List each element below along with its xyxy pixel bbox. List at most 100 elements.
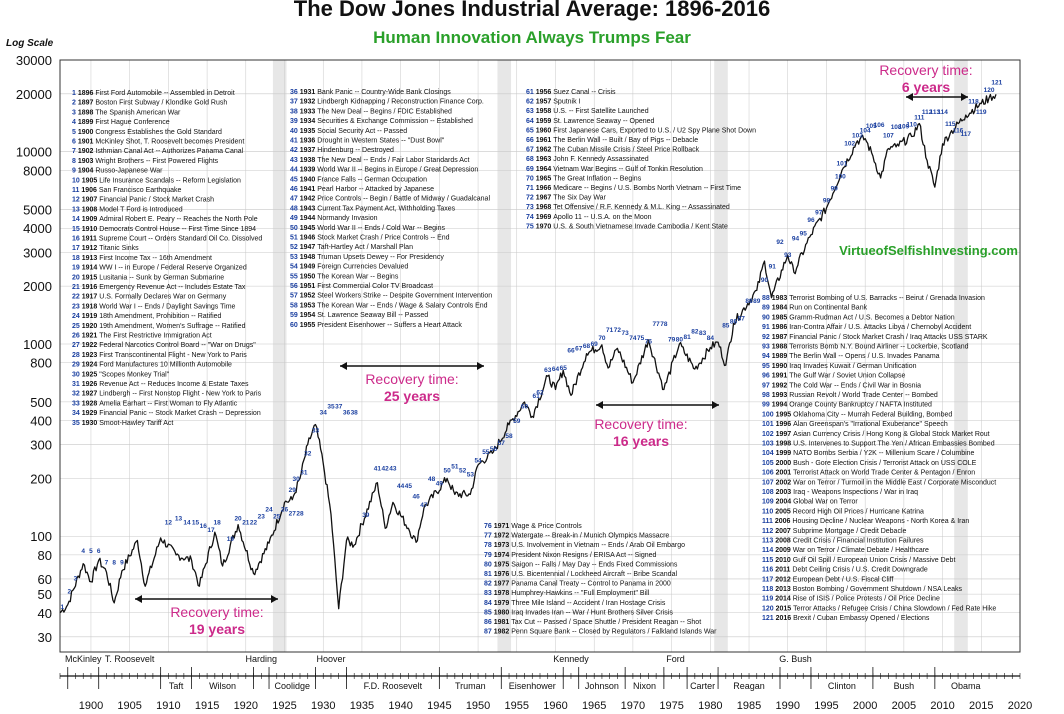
event-number-label: 9 (120, 559, 124, 566)
event-number-label: 56 (490, 446, 498, 453)
x-tick-label: 1920 (234, 700, 258, 712)
event-number-label: 82 (691, 329, 699, 336)
event-number-label: 99 (831, 185, 839, 192)
event-number-label: 28 (296, 511, 304, 518)
event-list-item: 78 1973 U.S. Involvement in Vietnam -- E… (484, 542, 685, 549)
event-number-label: 120 (984, 87, 995, 94)
arrow-head-right (271, 595, 278, 603)
event-number-label: 33 (312, 428, 320, 435)
event-number-label: 58 (505, 433, 513, 440)
president-name: Ford (666, 654, 685, 664)
event-list-item: 53 1948 Truman Upsets Dewey -- For Presi… (290, 254, 444, 261)
event-list-item: 103 1998 U.S. Intervenes to Support The … (762, 441, 995, 448)
arrow-head-left (340, 362, 347, 370)
event-list-item: 41 1936 Drought in Western States -- "Du… (290, 138, 445, 145)
dow-line (59, 93, 997, 614)
event-list-item: 106 2001 Terrorist Attack on World Trade… (762, 470, 975, 477)
event-number-label: 47 (420, 502, 428, 509)
event-list-item: 104 1999 NATO Bombs Serbia / Y2K -- Mill… (762, 450, 975, 457)
y-tick-label: 40 (38, 606, 52, 621)
event-number-label: 46 (413, 493, 421, 500)
event-list-item: 110 2005 Record High Oil Prices / Hurric… (762, 508, 924, 515)
event-number-label: 83 (699, 330, 707, 337)
event-number-label: 32 (304, 451, 312, 458)
y-tick-label: 3000 (23, 245, 52, 260)
event-list-item: 29 1924 Ford Manufactures 10 Millionth A… (72, 362, 232, 369)
event-list-item: 8 1903 Wright Brothers -- First Powered … (72, 158, 219, 165)
recovery-bands (272, 60, 968, 652)
event-number-label: 68 (583, 343, 591, 350)
president-name: McKinley (65, 654, 102, 664)
event-list-item: 38 1933 The New Deal -- Begins / FDIC Es… (290, 108, 452, 115)
event-list-item: 62 1957 Sputnik I (526, 99, 581, 106)
president-name: Coolidge (274, 681, 310, 691)
y-tick-label: 30 (38, 630, 52, 645)
event-list-item: 86 1981 Tax Cut -- Passed / Space Shuttl… (484, 619, 701, 626)
recovery-band (714, 60, 728, 652)
event-list-item: 27 1922 Federal Narcotics Control Board … (72, 342, 256, 349)
event-number-label: 63 (544, 367, 552, 374)
event-list-item: 58 1953 The Korean War -- Ends / Wage & … (290, 302, 488, 309)
event-list-item: 112 2007 Subprime Mortgage / Credit Deba… (762, 528, 906, 535)
event-list-item: 115 2010 Gulf Oil Spill / European Union… (762, 557, 955, 564)
event-list-item: 47 1942 Price Controls -- Begin / Battle… (290, 196, 490, 203)
event-number-label: 95 (800, 230, 808, 237)
event-list-item: 64 1959 St. Lawrence Seaway -- Opened (526, 118, 655, 125)
event-list-item: 102 1997 Asian Currency Crisis / Hong Ko… (762, 431, 990, 438)
grid (59, 59, 1021, 653)
y-tick-label: 50 (38, 587, 52, 602)
president-name: Carter (690, 681, 715, 691)
x-tick-label: 1940 (388, 700, 412, 712)
event-list-item: 45 1940 France Falls -- German Occupatio… (290, 176, 427, 183)
event-number-label: 103 (852, 133, 863, 140)
event-list-item: 121 2016 Brexit / Cuban Embassy Opened /… (762, 615, 930, 622)
event-number-label: 44 (397, 483, 405, 490)
event-number-label: 96 (807, 217, 815, 224)
axis-ticks: 30000 20000 10000 8000 5000 4000 3000 2000 1000 8… (16, 53, 1032, 712)
event-list-item: 109 2004 Global War on Terror (762, 499, 858, 506)
y-tick-label: 200 (30, 471, 52, 486)
event-number-label: 14 (183, 519, 191, 526)
event-list-item: 63 1958 U.S. -- First Satellite Launched (526, 108, 649, 115)
x-tick-label: 1955 (505, 700, 529, 712)
recovery-band (272, 60, 287, 652)
event-list-item: 24 1919 18th Amendment, Prohibition -- R… (72, 313, 222, 320)
event-list-item: 4 1899 First Hague Conference (72, 119, 170, 126)
recovery-band (954, 60, 968, 652)
event-number-label: 73 (622, 330, 630, 337)
event-number-label: 53 (467, 471, 475, 478)
president-name: Truman (455, 681, 486, 691)
y-tick-label: 8000 (23, 163, 52, 178)
event-number-label: 37 (335, 404, 343, 411)
event-list-item: 119 2014 Rise of ISIS / Police Protests … (762, 596, 940, 603)
event-list-item: 35 1930 Smoot-Hawley Tariff Act (72, 420, 173, 427)
event-number-label: 72 (614, 327, 622, 334)
y-tick-label: 80 (38, 548, 52, 563)
event-list-item: 23 1918 World War I -- Ends / Daylight S… (72, 303, 236, 310)
event-number-label: 78 (660, 321, 668, 328)
arrow-head-left (906, 93, 913, 101)
event-list-item: 68 1963 John F. Kennedy Assassinated (526, 156, 649, 163)
chart-subtitle: Human Innovation Always Trumps Fear (373, 28, 691, 47)
president-timeline: McKinley T. Roosevelt Taft Wilson Harding Coo… (59, 654, 1021, 691)
chart-title: The Dow Jones Industrial Average: 1896-2… (293, 0, 771, 21)
event-list-item: 49 1944 Normandy Invasion (290, 215, 378, 222)
event-number-label: 102 (844, 140, 855, 147)
president-name: G. Bush (779, 654, 812, 664)
event-number-label: 60 (521, 404, 529, 411)
president-name: Nixon (633, 681, 656, 691)
event-list-item: 100 1995 Oklahoma City -- Murrah Federal… (762, 411, 952, 418)
event-list-item: 25 1920 19th Amendment, Women's Suffrage… (72, 323, 246, 330)
event-list-item: 94 1989 The Berlin Wall -- Opens / U.S. … (762, 353, 940, 360)
event-list-item: 42 1937 Hindenburg -- Destroyed (290, 147, 394, 154)
event-number-label: 26 (281, 507, 289, 514)
event-list-item: 61 1956 Suez Canal -- Crisis (526, 89, 616, 96)
event-list-item: 113 2008 Credit Crisis / Financial Insti… (762, 538, 924, 545)
event-list-item: 72 1967 The Six Day War (526, 195, 607, 202)
event-list-item: 12 1907 Financial Panic / Stock Market C… (72, 197, 214, 204)
event-number-label: 121 (991, 80, 1002, 87)
x-tick-label: 1965 (582, 700, 606, 712)
event-number-label: 13 (175, 516, 183, 523)
event-number-label: 105 (866, 123, 877, 130)
